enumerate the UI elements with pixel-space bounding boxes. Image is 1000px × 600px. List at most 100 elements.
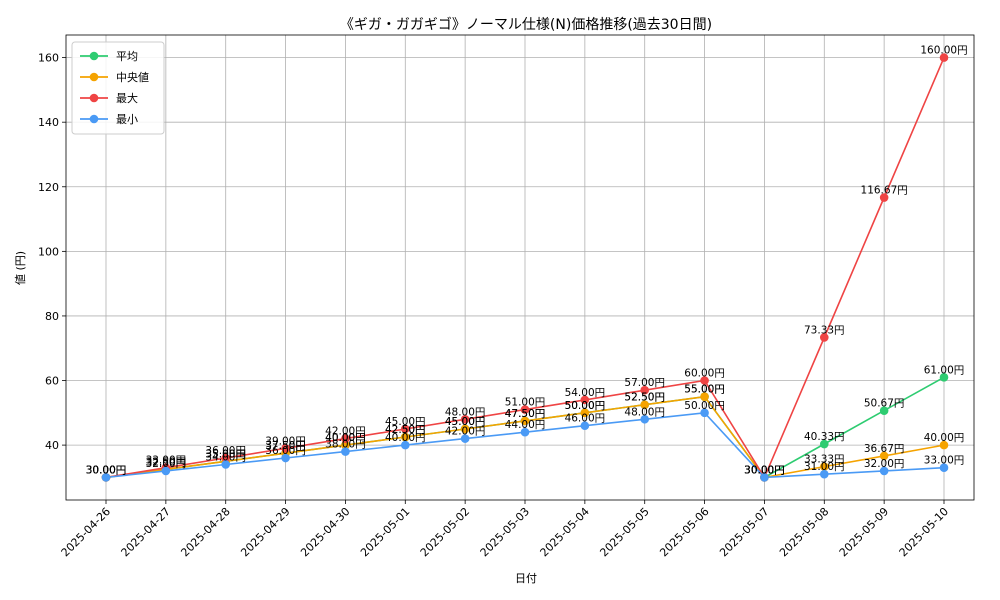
data-label: 35.00円 — [205, 448, 246, 460]
data-label: 45.00円 — [385, 416, 426, 428]
data-label: 36.67円 — [864, 443, 905, 455]
chart-title: 《ギガ・ガガギゴ》ノーマル仕様(N)価格推移(過去30日間) — [340, 16, 712, 33]
data-label: 50.00円 — [684, 400, 725, 412]
data-point — [640, 400, 650, 410]
data-point — [879, 406, 889, 415]
data-point — [520, 405, 530, 414]
data-point — [580, 408, 590, 418]
data-label: 36.00円 — [265, 445, 306, 457]
data-label: 50.00円 — [565, 400, 606, 412]
data-point — [520, 427, 530, 437]
data-label: 32.00円 — [864, 458, 905, 470]
data-point — [101, 473, 111, 482]
data-label: 73.33円 — [804, 324, 845, 336]
data-label: 45.00円 — [445, 416, 486, 428]
data-point — [341, 440, 350, 450]
y-tick-label: 160 — [38, 52, 59, 65]
data-label: 37.50円 — [265, 440, 306, 452]
legend-marker — [89, 114, 99, 124]
legend-marker — [89, 72, 99, 82]
y-tick-label: 140 — [38, 116, 59, 129]
series-points — [101, 53, 949, 482]
data-point — [281, 453, 290, 463]
data-label: 55.00円 — [684, 384, 725, 396]
data-label: 30.00円 — [744, 464, 785, 476]
data-label: 42.50円 — [385, 424, 426, 436]
data-label: 32.50円 — [146, 456, 187, 468]
data-label: 50.00円 — [565, 400, 606, 412]
data-label: 46.00円 — [565, 413, 606, 425]
data-label: 40.00円 — [325, 432, 366, 444]
legend-marker — [89, 93, 99, 103]
x-tick-label: 2025-05-08 — [777, 505, 831, 559]
legend-label: 最小 — [116, 113, 138, 126]
data-point — [341, 447, 350, 456]
x-tick-label: 2025-05-04 — [538, 505, 592, 559]
data-label: 30.00円 — [744, 464, 785, 476]
y-tick-label: 60 — [45, 375, 59, 388]
data-point — [460, 434, 470, 443]
data-point — [879, 193, 889, 202]
data-point — [939, 372, 949, 382]
data-point — [700, 408, 709, 418]
data-point — [400, 440, 410, 450]
data-label: 40.00円 — [385, 432, 426, 444]
data-point — [760, 473, 769, 482]
data-label: 52.50円 — [624, 392, 665, 404]
data-point — [819, 439, 829, 449]
y-tick-label: 40 — [45, 439, 59, 452]
data-label: 45.00円 — [445, 416, 486, 428]
grid — [66, 35, 974, 500]
data-label: 160.00円 — [920, 45, 967, 57]
data-point — [819, 333, 829, 342]
data-point — [221, 460, 231, 469]
data-point — [939, 53, 949, 62]
data-labels: 30.00円32.50円35.00円37.50円40.00円42.50円45.0… — [86, 45, 968, 477]
data-label: 37.50円 — [265, 440, 306, 452]
data-label: 57.00円 — [624, 377, 665, 389]
data-label: 30.00円 — [744, 464, 785, 476]
data-point — [460, 424, 470, 434]
data-point — [281, 444, 290, 453]
data-label: 36.00円 — [205, 445, 246, 457]
y-tick-label: 100 — [38, 245, 59, 258]
data-label: 39.00円 — [265, 435, 306, 447]
data-point — [879, 466, 889, 476]
data-label: 52.50円 — [624, 392, 665, 404]
data-point — [400, 424, 410, 434]
data-point — [341, 434, 350, 443]
data-label: 40.00円 — [325, 432, 366, 444]
x-tick-label: 2025-04-27 — [119, 505, 173, 559]
data-label: 31.00円 — [804, 461, 845, 473]
data-point — [400, 432, 410, 442]
data-point — [939, 440, 949, 450]
legend-label: 平均 — [116, 50, 138, 63]
data-label: 32.50円 — [146, 456, 187, 468]
data-point — [700, 376, 709, 385]
y-tick-label: 80 — [45, 310, 59, 323]
x-tick-label: 2025-05-05 — [597, 505, 651, 559]
data-label: 50.67円 — [864, 398, 905, 410]
data-label: 42.00円 — [445, 426, 486, 438]
data-point — [161, 466, 171, 476]
data-point — [460, 414, 470, 424]
y-axis-ticks: 40 60 80 100 120 140 160 — [38, 52, 66, 452]
legend-marker — [89, 51, 99, 61]
x-axis-ticks: 2025-04-26 2025-04-27 2025-04-28 2025-04-29… — [59, 500, 951, 559]
x-tick-label: 2025-05-09 — [837, 505, 891, 559]
x-tick-label: 2025-04-28 — [178, 505, 232, 559]
legend-label: 中央値 — [116, 71, 149, 84]
data-point — [700, 392, 709, 401]
x-tick-label: 2025-05-01 — [358, 505, 412, 559]
data-label: 35.00円 — [205, 448, 246, 460]
data-label: 30.00円 — [86, 464, 127, 476]
x-tick-label: 2025-05-07 — [717, 505, 771, 559]
x-tick-label: 2025-05-03 — [478, 505, 532, 559]
data-label: 60.00円 — [684, 368, 725, 380]
data-label: 42.00円 — [325, 426, 366, 438]
data-point — [939, 463, 949, 473]
data-label: 30.00円 — [86, 464, 127, 476]
data-label: 48.00円 — [624, 406, 665, 418]
data-label: 33.33円 — [804, 454, 845, 466]
data-point — [819, 469, 829, 479]
